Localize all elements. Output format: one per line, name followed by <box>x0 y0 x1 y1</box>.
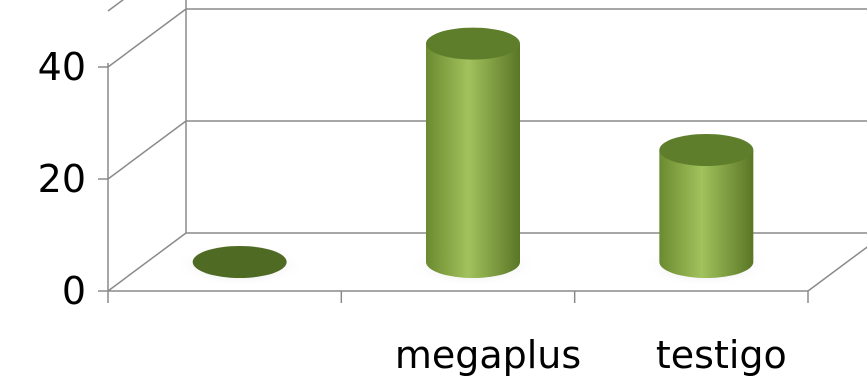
y-tick-label: 20 <box>38 157 86 201</box>
bar-top <box>192 246 287 278</box>
gridline-diagonal <box>107 232 187 292</box>
bar-category-1 <box>174 243 305 287</box>
bar-top <box>659 134 754 166</box>
x-tick-label: megaplus <box>395 333 581 377</box>
gridline-diagonal <box>107 8 187 68</box>
x-axis-labels: megaplus testigo <box>395 333 787 377</box>
y-axis-ticks: 0 20 40 <box>38 45 86 313</box>
floor-right-edge <box>807 246 867 292</box>
y-tick-label: 40 <box>38 45 86 89</box>
bar-testigo <box>641 134 772 287</box>
gridlines <box>98 0 867 303</box>
bar-body <box>659 150 754 278</box>
gridline-diagonal <box>107 120 187 180</box>
bar-body <box>426 43 520 278</box>
bar-top <box>426 27 520 60</box>
bars <box>174 27 772 287</box>
x-tick-label: testigo <box>656 333 787 377</box>
bar-megaplus <box>408 27 538 287</box>
y-tick-label: 0 <box>62 269 86 313</box>
gridline-diagonal <box>107 0 125 12</box>
